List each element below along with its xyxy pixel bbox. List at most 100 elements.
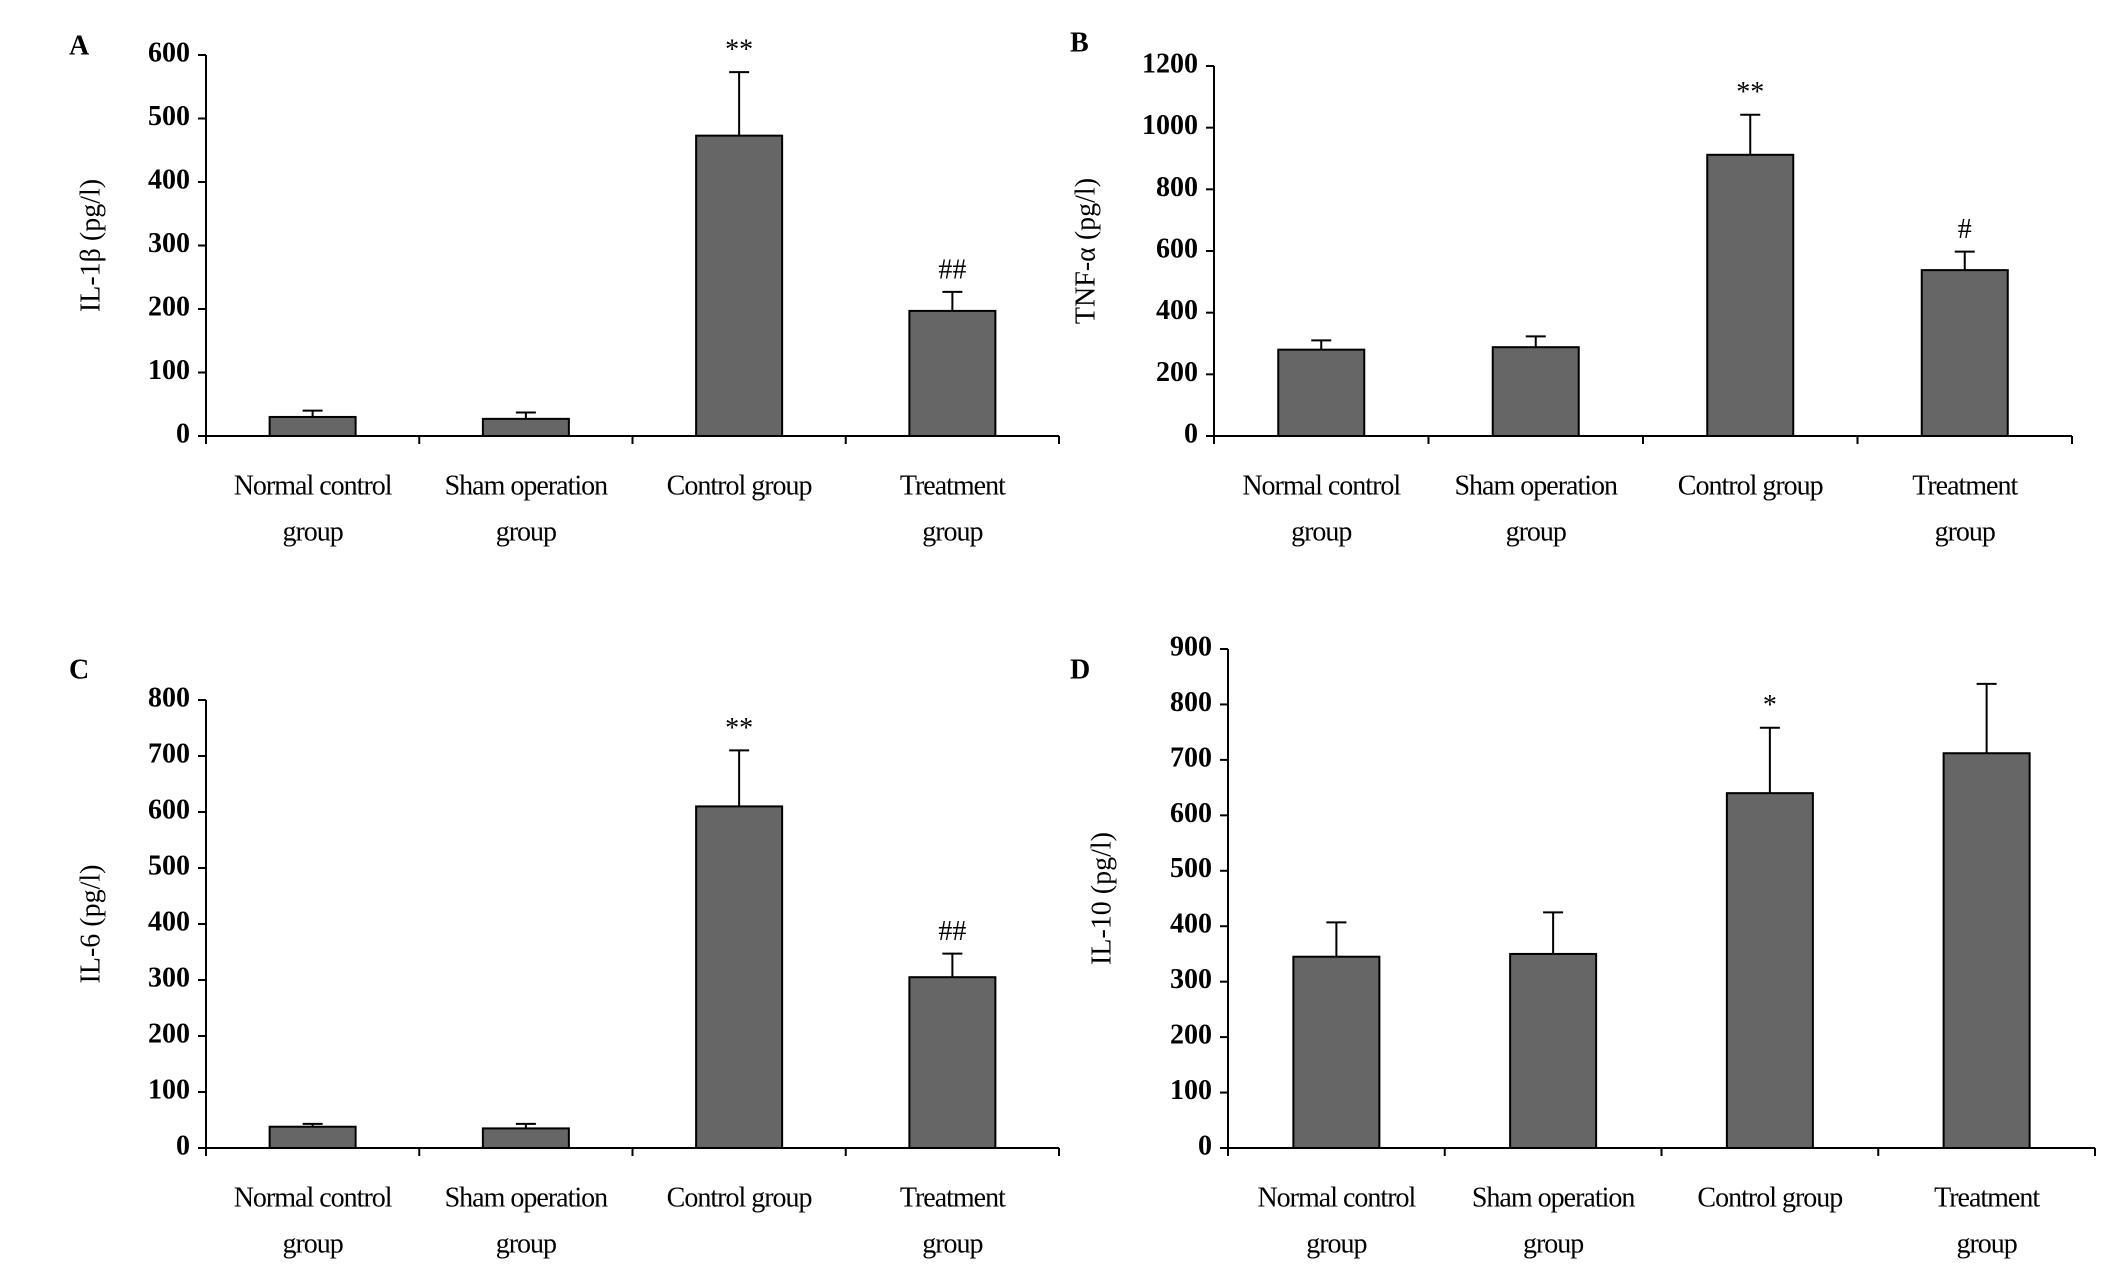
error-bar bbox=[1543, 911, 1564, 954]
bar bbox=[1491, 346, 1580, 438]
y-tick-label: 300 bbox=[148, 228, 190, 259]
error-bar bbox=[515, 1122, 536, 1129]
y-tick-label: 300 bbox=[148, 962, 190, 993]
bar bbox=[481, 417, 570, 438]
bar bbox=[695, 134, 784, 438]
y-tick-label: 1000 bbox=[1142, 110, 1198, 141]
x-tick-label: group bbox=[922, 1228, 982, 1259]
bar bbox=[1277, 348, 1366, 437]
x-tick-label: group bbox=[496, 1228, 556, 1259]
y-tick-label: 100 bbox=[148, 1074, 190, 1105]
x-tick-label: group bbox=[496, 516, 556, 547]
y-tick-label: 400 bbox=[1156, 295, 1198, 326]
y-tick-label: 800 bbox=[1170, 687, 1212, 718]
y-tick-label: 600 bbox=[148, 794, 190, 825]
y-tick-label: 800 bbox=[148, 682, 190, 713]
error-bar bbox=[1976, 682, 1997, 754]
y-tick-label: 200 bbox=[1170, 1020, 1212, 1051]
y-tick-label: 0 bbox=[176, 1130, 190, 1161]
y-tick-label: 700 bbox=[148, 738, 190, 769]
error-bar bbox=[1525, 335, 1546, 348]
y-tick-label: 0 bbox=[1184, 418, 1198, 449]
y-tick-label: 700 bbox=[1170, 742, 1212, 773]
y-tick-label: 600 bbox=[148, 37, 190, 68]
y-axis-label: IL-6 (pg/l) bbox=[75, 865, 106, 984]
x-tick-label: group bbox=[282, 516, 342, 547]
y-tick-label: 500 bbox=[148, 850, 190, 881]
x-tick-label: group bbox=[1935, 516, 1995, 547]
y-axis-label: IL-10 (pg/l) bbox=[1086, 832, 1117, 965]
bar bbox=[1706, 153, 1795, 438]
significance-label: ** bbox=[725, 35, 753, 66]
error-bar bbox=[942, 290, 963, 311]
bar bbox=[908, 976, 997, 1150]
x-tick-label: Control group bbox=[1697, 1182, 1842, 1213]
bar bbox=[1920, 269, 2009, 437]
y-tick-label: 200 bbox=[1156, 357, 1198, 388]
x-tick-label: Sham operation bbox=[1472, 1182, 1636, 1213]
error-bar bbox=[1759, 726, 1780, 794]
y-tick-label: 100 bbox=[148, 355, 190, 386]
x-tick-label: group bbox=[282, 1228, 342, 1259]
y-axis-label: IL-1β (pg/l) bbox=[75, 179, 106, 312]
error-bar bbox=[729, 749, 750, 807]
bar bbox=[481, 1127, 570, 1150]
x-tick-label: group bbox=[1956, 1228, 2016, 1259]
y-tick-label: 100 bbox=[1170, 1075, 1212, 1106]
error-bar bbox=[1740, 113, 1761, 155]
x-tick-label: Treatment bbox=[900, 1182, 1006, 1213]
x-tick-label: Sham operation bbox=[1454, 470, 1618, 501]
y-tick-label: 300 bbox=[1170, 964, 1212, 995]
panel-label: D bbox=[1070, 654, 1090, 685]
error-bar bbox=[1311, 339, 1332, 350]
x-tick-label: group bbox=[1506, 516, 1566, 547]
y-tick-label: 400 bbox=[148, 906, 190, 937]
error-bar bbox=[302, 409, 323, 417]
y-tick-label: 600 bbox=[1156, 233, 1198, 264]
y-axis-label: TNF-α (pg/l) bbox=[1070, 178, 1101, 324]
bar bbox=[268, 415, 357, 438]
significance-label: ** bbox=[725, 713, 753, 744]
x-tick-label: Treatment bbox=[900, 470, 1006, 501]
x-tick-label: Control group bbox=[1678, 470, 1823, 501]
significance-label: * bbox=[1763, 690, 1777, 721]
y-tick-label: 400 bbox=[148, 164, 190, 195]
x-tick-label: Control group bbox=[667, 1182, 812, 1213]
x-tick-label: Normal control bbox=[1242, 470, 1401, 501]
error-bar bbox=[729, 71, 750, 136]
y-tick-label: 1200 bbox=[1142, 48, 1198, 79]
y-tick-label: 600 bbox=[1170, 798, 1212, 829]
x-tick-label: group bbox=[1306, 1228, 1366, 1259]
bar bbox=[695, 805, 784, 1150]
error-bar bbox=[942, 952, 963, 978]
significance-label: ## bbox=[938, 916, 966, 947]
x-tick-label: group bbox=[922, 516, 982, 547]
x-tick-label: Control group bbox=[667, 470, 812, 501]
y-tick-label: 900 bbox=[1170, 631, 1212, 662]
bar bbox=[1292, 955, 1381, 1150]
error-bar bbox=[302, 1122, 323, 1127]
y-tick-label: 500 bbox=[1170, 853, 1212, 884]
y-tick-label: 500 bbox=[148, 101, 190, 132]
y-tick-label: 0 bbox=[176, 418, 190, 449]
error-bar bbox=[515, 411, 536, 419]
x-tick-label: Treatment bbox=[1912, 470, 2018, 501]
x-tick-label: Sham operation bbox=[445, 470, 609, 501]
x-tick-label: Treatment bbox=[1934, 1182, 2040, 1213]
bar bbox=[908, 309, 997, 437]
x-tick-label: Normal control bbox=[234, 470, 393, 501]
significance-label: ** bbox=[1736, 77, 1764, 108]
y-tick-label: 800 bbox=[1156, 172, 1198, 203]
y-tick-label: 200 bbox=[148, 291, 190, 322]
panel-label: C bbox=[69, 654, 89, 685]
significance-label: # bbox=[1958, 214, 1972, 245]
y-tick-label: 0 bbox=[1198, 1130, 1212, 1161]
x-tick-label: Normal control bbox=[234, 1182, 393, 1213]
error-bar bbox=[1954, 250, 1975, 271]
y-tick-label: 400 bbox=[1170, 909, 1212, 940]
x-tick-label: Sham operation bbox=[445, 1182, 609, 1213]
x-tick-label: group bbox=[1523, 1228, 1583, 1259]
x-tick-label: group bbox=[1291, 516, 1351, 547]
bar bbox=[1509, 952, 1598, 1150]
